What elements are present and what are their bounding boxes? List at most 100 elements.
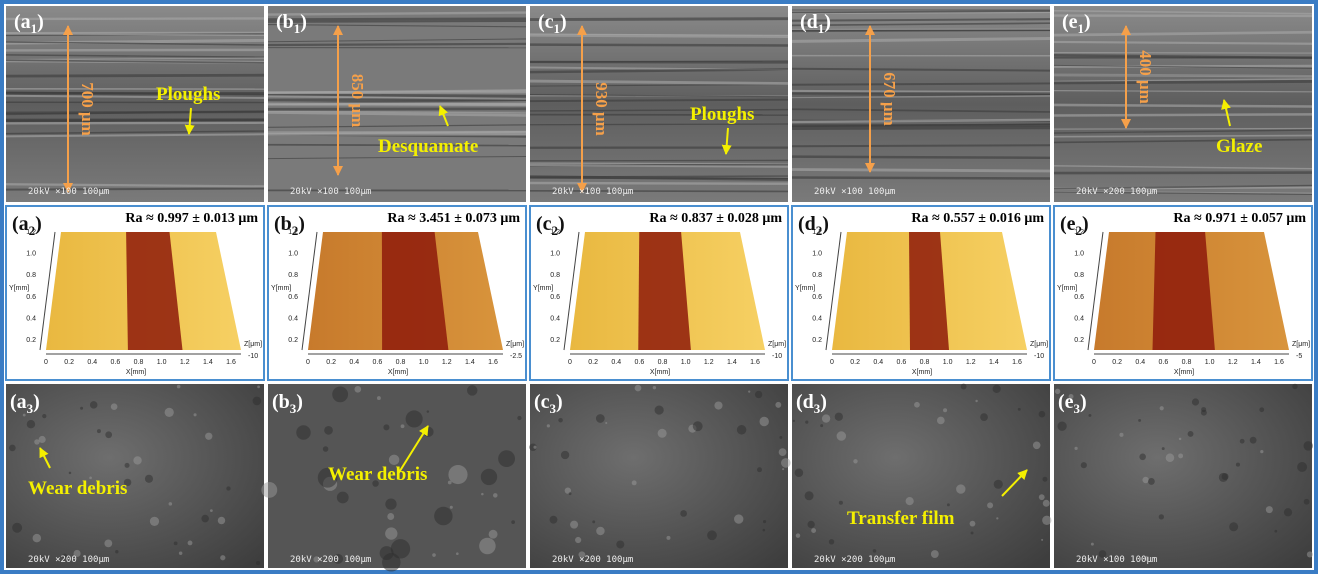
texture xyxy=(104,539,112,547)
texture xyxy=(820,424,823,427)
roughness: Ra ≈ 0.997 ± 0.013 μm xyxy=(125,211,258,226)
label-main: (a xyxy=(10,391,27,413)
wear-track xyxy=(6,18,264,19)
x-tick: 0 xyxy=(568,359,572,366)
texture xyxy=(23,414,26,417)
label-main: (a xyxy=(14,11,31,33)
wear-track xyxy=(6,123,264,124)
figure: (a1)700 μmPloughs20kV ×100 100μm(b1)850 … xyxy=(0,0,1318,574)
label-close: ) xyxy=(560,11,567,33)
x-tick: 0.6 xyxy=(1159,359,1169,366)
y-tick: 1.2 xyxy=(550,229,560,236)
label-close: ) xyxy=(822,213,829,235)
texture xyxy=(1039,494,1045,500)
wear-track xyxy=(792,177,1050,178)
texture xyxy=(1042,516,1051,525)
x-tick: 1.4 xyxy=(989,359,999,366)
texture xyxy=(779,436,782,439)
label-close: ) xyxy=(298,213,305,235)
texture xyxy=(450,506,453,509)
texture xyxy=(1043,477,1048,482)
y-tick: 0.8 xyxy=(812,272,822,279)
texture xyxy=(914,402,920,408)
x-tick: 1.6 xyxy=(226,359,236,366)
y-axis-label: Y[mm] xyxy=(1057,285,1077,292)
texture xyxy=(324,426,333,435)
y-tick: 1.2 xyxy=(1074,229,1084,236)
texture xyxy=(456,552,459,555)
texture xyxy=(1250,437,1257,444)
texture xyxy=(467,385,477,395)
x-axis-label: X[mm] xyxy=(388,369,408,376)
wear-track xyxy=(530,160,788,161)
texture xyxy=(1148,478,1155,485)
x-tick: 0 xyxy=(306,359,310,366)
texture xyxy=(822,414,830,422)
x-tick: 0 xyxy=(44,359,48,366)
y-tick: 0.6 xyxy=(288,294,298,301)
annotation: Wear debris xyxy=(328,464,427,485)
x-tick: 0.8 xyxy=(920,359,930,366)
x-tick: 0.4 xyxy=(1135,359,1145,366)
texture xyxy=(569,492,572,495)
label-close: ) xyxy=(824,11,831,33)
y-tick: 1.0 xyxy=(550,251,560,258)
texture xyxy=(1166,453,1175,462)
texture xyxy=(90,401,97,408)
texture xyxy=(256,561,260,565)
roughness: Ra ≈ 0.557 ± 0.016 μm xyxy=(911,211,1044,226)
y-tick: 1.2 xyxy=(288,229,298,236)
label-close: ) xyxy=(37,11,44,33)
texture xyxy=(807,521,814,528)
x-tick: 0.8 xyxy=(658,359,668,366)
x-tick: 0.6 xyxy=(373,359,383,366)
y-tick: 0.2 xyxy=(812,337,822,344)
texture xyxy=(757,467,762,472)
texture xyxy=(980,413,988,421)
texture xyxy=(188,541,193,546)
x-tick: 0.2 xyxy=(588,359,598,366)
y-tick: 0.6 xyxy=(550,294,560,301)
panel-label: (e1) xyxy=(1062,11,1091,36)
texture xyxy=(596,527,604,535)
annotation: Wear debris xyxy=(28,478,127,499)
panel-label: (c3) xyxy=(534,391,563,416)
texture xyxy=(1119,433,1123,437)
x-tick: 0.8 xyxy=(134,359,144,366)
y-tick: 0.6 xyxy=(812,294,822,301)
texture xyxy=(763,520,766,523)
scale-text: 700 μm xyxy=(78,82,97,136)
texture xyxy=(853,459,857,463)
texture xyxy=(956,484,965,493)
y-tick: 1.0 xyxy=(1074,251,1084,258)
label-main: (e xyxy=(1062,11,1078,33)
texture xyxy=(517,416,521,420)
wear-track xyxy=(792,145,1050,146)
sem-info: 20kV ×100 100μm xyxy=(814,187,895,197)
label-main: (b xyxy=(276,11,294,33)
label-close: ) xyxy=(300,11,307,33)
texture xyxy=(406,410,423,427)
texture xyxy=(1081,462,1087,468)
annotation: Glaze xyxy=(1216,136,1262,157)
texture xyxy=(448,465,467,484)
annotation: Ploughs xyxy=(690,104,754,125)
y-tick: 0.8 xyxy=(26,272,36,279)
texture xyxy=(391,539,410,558)
texture xyxy=(1179,438,1182,441)
y-tick: 0.4 xyxy=(26,315,36,322)
wear-track xyxy=(268,44,526,45)
x-tick: 0.4 xyxy=(87,359,97,366)
texture xyxy=(479,538,496,555)
texture xyxy=(707,530,717,540)
annotation: Ploughs xyxy=(156,84,220,105)
texture xyxy=(1240,439,1245,444)
texture xyxy=(570,521,578,529)
texture xyxy=(1043,500,1050,507)
texture xyxy=(323,446,329,452)
texture xyxy=(782,468,784,470)
x-tick: 1.2 xyxy=(1228,359,1238,366)
texture xyxy=(1139,454,1146,461)
x-tick: 1.4 xyxy=(727,359,737,366)
texture xyxy=(1033,442,1041,450)
